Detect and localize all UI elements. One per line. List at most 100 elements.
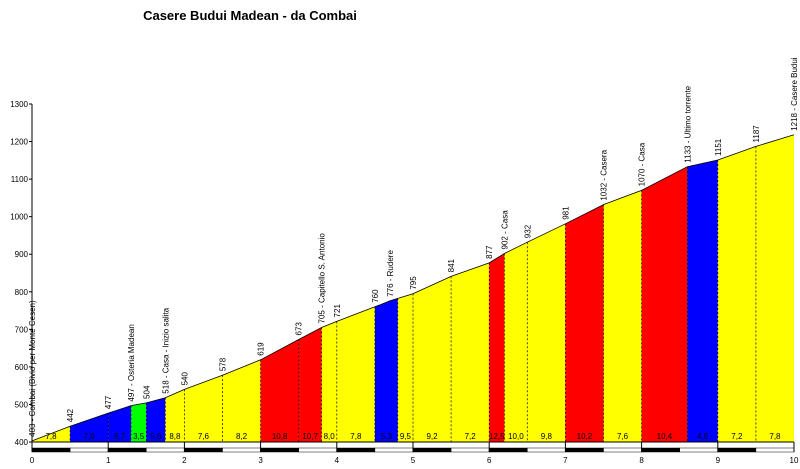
x-tick-label-1: 1 xyxy=(106,456,111,465)
elevation-label-3: 497 - Osteria Madean xyxy=(127,324,136,401)
axes: 400 500 600 700 800 900 1000 1100 1200 1300 0 1 2 3 4 5… xyxy=(10,100,799,465)
gradient-label-8: 10,8 xyxy=(272,432,288,441)
elevation-label-23: 1151 xyxy=(714,138,723,156)
km-bar-10 xyxy=(412,447,452,453)
gradient-label-23: 7,2 xyxy=(731,432,743,441)
y-tick-label-1000: 1000 xyxy=(10,213,28,222)
gradient-segment-7 xyxy=(222,359,261,442)
gradient-segment-18 xyxy=(527,223,566,442)
gradient-label-14: 9,2 xyxy=(426,432,438,441)
y-tick-label-800: 800 xyxy=(15,288,29,297)
elevation-label-14: 795 xyxy=(409,276,418,290)
x-tick-label-10: 10 xyxy=(790,456,799,465)
elevation-label-19: 981 xyxy=(561,206,570,220)
gradient-label-15: 7,2 xyxy=(465,432,477,441)
km-bar-8 xyxy=(336,447,376,453)
elevation-label-13: 776 - Rudere xyxy=(386,250,395,297)
gradient-label-22: 4,6 xyxy=(697,432,709,441)
gradient-segment-21 xyxy=(641,166,688,442)
gradient-labels: 7,8 7,0 6,7 3,5 5,6 8,8 7,6 8,2 10,8 10,7 8,0 7,8 5,… xyxy=(45,432,781,441)
gradient-segment-20 xyxy=(603,190,642,442)
elevation-label-2: 477 xyxy=(104,395,113,409)
gradient-label-5: 8,8 xyxy=(169,432,181,441)
elevation-label-1: 442 xyxy=(66,408,75,422)
profile-outline xyxy=(31,134,795,442)
y-tick-label-1300: 1300 xyxy=(10,100,28,109)
gradient-label-24: 7,8 xyxy=(769,432,781,441)
gradient-segment-22 xyxy=(687,160,718,442)
gradient-label-12: 5,3 xyxy=(381,432,393,441)
elevation-label-15: 841 xyxy=(447,258,456,272)
km-bar-5 xyxy=(222,447,261,453)
gradient-segments xyxy=(32,134,794,443)
x-tick-label-6: 6 xyxy=(487,456,492,465)
segment-dividers xyxy=(69,146,757,442)
gradient-segment-6 xyxy=(184,375,223,442)
gradient-label-1: 7,0 xyxy=(84,432,96,441)
km-bar-18 xyxy=(717,447,757,453)
elevation-label-0: 403 - Combai (Bivio per Monte Cesen) xyxy=(28,300,37,437)
gradient-segment-1 xyxy=(70,413,109,442)
gradient-label-9: 10,7 xyxy=(302,432,318,441)
elevation-label-18: 932 xyxy=(523,224,532,238)
gradient-segment-14 xyxy=(413,276,452,442)
km-bar-12 xyxy=(488,447,528,453)
gradient-segment-23 xyxy=(717,146,756,442)
gradient-segment-2 xyxy=(108,405,132,442)
x-tick-label-8: 8 xyxy=(639,456,644,465)
gradient-label-2: 6,7 xyxy=(114,432,126,441)
elevation-label-5: 518 - Casa - Inizio salita xyxy=(161,307,170,393)
gradient-label-7: 8,2 xyxy=(236,432,248,441)
gradient-label-20: 7,6 xyxy=(617,432,629,441)
elevation-label-24: 1187 xyxy=(752,125,761,143)
km-bar-14 xyxy=(565,447,604,453)
gradient-segment-16 xyxy=(489,253,505,442)
km-bar-1 xyxy=(69,447,109,453)
elevation-label-11: 721 xyxy=(333,304,342,318)
x-tick-label-3: 3 xyxy=(258,456,263,465)
km-bar-4 xyxy=(184,447,223,453)
gradient-label-4: 5,6 xyxy=(150,432,162,441)
elevation-label-25: 1218 - Casere Budui xyxy=(790,57,799,131)
gradient-segment-11 xyxy=(336,306,375,442)
elevation-label-16: 877 xyxy=(485,245,494,259)
gradient-segment-4 xyxy=(146,397,166,442)
chart-title: Casere Budui Madean - da Combai xyxy=(143,8,357,23)
gradient-segment-15 xyxy=(451,262,490,442)
y-tick-label-700: 700 xyxy=(15,325,29,334)
km-bar-3 xyxy=(146,447,185,453)
x-tick-label-7: 7 xyxy=(563,456,568,465)
gradient-label-18: 9,8 xyxy=(541,432,553,441)
gradient-segment-10 xyxy=(321,321,337,442)
gradient-segment-17 xyxy=(504,242,528,442)
y-tick-label-500: 500 xyxy=(15,400,29,409)
gradient-label-16: 12,5 xyxy=(489,432,505,441)
elevation-label-12: 760 xyxy=(371,289,380,303)
km-bar-13 xyxy=(527,447,566,453)
elevation-label-9: 673 xyxy=(295,322,304,336)
gradient-segment-3 xyxy=(131,402,147,442)
elevation-label-6: 540 xyxy=(180,372,189,386)
km-bar-2 xyxy=(107,447,147,453)
gradient-label-19: 10,2 xyxy=(577,432,593,441)
elevation-label-8: 619 xyxy=(257,342,266,356)
gradient-label-13: 9,5 xyxy=(400,432,412,441)
elevation-label-7: 578 xyxy=(219,357,228,371)
gradient-label-21: 10,4 xyxy=(657,432,673,441)
km-bar-15 xyxy=(603,447,642,453)
gradient-label-10: 8,0 xyxy=(324,432,336,441)
elevation-label-10: 705 - Capitello S. Antonio xyxy=(318,233,327,324)
gradient-label-11: 7,8 xyxy=(350,432,362,441)
x-tick-label-4: 4 xyxy=(335,456,340,465)
km-bar-11 xyxy=(450,447,490,453)
gradient-segment-5 xyxy=(165,389,185,442)
gradient-segment-12 xyxy=(374,298,398,442)
y-tick-label-400: 400 xyxy=(15,438,29,447)
km-bar-6 xyxy=(260,447,299,453)
gradient-segment-24 xyxy=(755,134,794,443)
gradient-label-6: 7,6 xyxy=(198,432,210,441)
gradient-segment-9 xyxy=(298,327,322,442)
gradient-segment-13 xyxy=(397,293,413,442)
y-tick-label-600: 600 xyxy=(15,363,29,372)
